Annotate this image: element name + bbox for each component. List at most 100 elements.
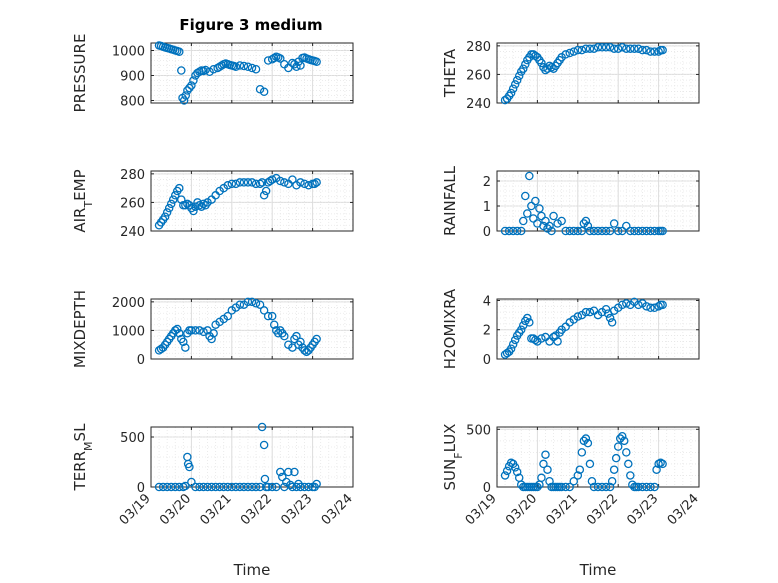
data-point [512,75,522,85]
data-point [168,195,178,204]
data-point [235,300,245,309]
data-point [613,226,623,236]
data-point [581,216,591,226]
x-tick-label: 03/22 [238,491,275,528]
data-point [195,201,204,210]
y-axis-label-main: THETA [441,48,459,98]
data-point [589,226,599,236]
data-point [160,212,170,221]
x-tick-label: 03/21 [198,491,235,528]
data-point [617,431,627,441]
data-point [263,482,273,492]
data-point [593,482,603,492]
data-point [292,331,301,341]
data-point [597,43,607,52]
y-axis-label-subscript: T [82,201,95,209]
data-point [271,482,281,492]
data-point [575,465,585,474]
data-point [545,221,554,231]
y-tick-label: 0 [483,481,491,496]
data-point [243,482,253,492]
data-point [638,226,647,236]
data-point [577,226,587,236]
data-point [267,482,277,492]
subplot-7: 0 500 TERRMSL 03/19 03/20 03/21 03/22 03/23 03/2… [71,422,356,579]
data-point [177,66,186,75]
data-point [516,226,526,236]
y-tick-label: 1000 [112,324,145,339]
data-point [541,450,550,459]
data-point [166,199,176,209]
x-tick-label: 03/19 [117,491,154,528]
x-tick-label: 03/24 [319,491,356,528]
data-point [605,482,615,492]
x-axis-label: Time [579,561,617,579]
subplot-1: 800 900 1000 PRESSURE [71,34,354,112]
y-tick-label: 0 [137,481,145,496]
data-point [577,45,587,55]
data-point [646,482,655,492]
data-point [646,303,655,313]
data-point [607,476,617,486]
data-point [652,465,661,474]
data-point [634,300,643,310]
y-tick-label: 800 [120,95,145,110]
data-point [533,482,542,492]
axes-box [150,170,354,232]
data-point [276,467,285,477]
x-tick-label: 03/24 [665,491,702,528]
data-point [561,226,570,236]
data-point [583,221,593,231]
data-point [175,329,184,338]
y-tick-label: 500 [466,423,491,438]
data-point [613,442,623,451]
data-point [573,226,583,236]
y-axis-label-main: TERR [71,451,89,492]
y-axis-label-rest: SL [71,423,89,442]
y-tick-label: 240 [120,225,145,240]
data-point [585,459,595,469]
data-point [255,179,265,189]
data-point [622,221,631,231]
data-point [239,178,249,187]
data-point [247,178,257,187]
data-point [519,64,528,73]
data-point [514,71,524,81]
data-point [512,467,522,477]
data-point [521,191,530,201]
data-point [181,343,190,352]
data-point [312,479,321,489]
data-point [535,204,544,213]
y-tick-label: 0 [483,353,491,368]
data-point [622,448,631,457]
data-point [593,226,603,236]
data-point [597,482,607,492]
figure-title: Figure 3 medium [179,16,322,34]
data-point [259,87,269,97]
data-point [585,307,595,317]
data-point [658,45,667,55]
data-point [581,307,591,317]
data-point [504,226,514,236]
data-point [181,481,190,491]
data-point [261,186,271,196]
data-point [170,482,180,492]
data-point [247,297,257,307]
data-point [310,179,319,189]
data-point [508,84,518,93]
data-point [257,178,267,187]
subplot-5: 0 1000 2000 MIXDEPTH [71,290,354,368]
y-axis-label-main: SUN [441,459,459,491]
data-point [607,318,617,327]
y-axis-label-main: H2OMIXRA [441,288,459,369]
x-tick-label: 03/23 [278,491,315,528]
data-point [537,473,546,483]
data-point [255,300,265,309]
data-point [185,83,194,93]
data-point [199,482,208,492]
data-point [531,335,540,345]
data-point [642,302,651,311]
data-point [561,482,570,492]
data-point [658,300,667,310]
